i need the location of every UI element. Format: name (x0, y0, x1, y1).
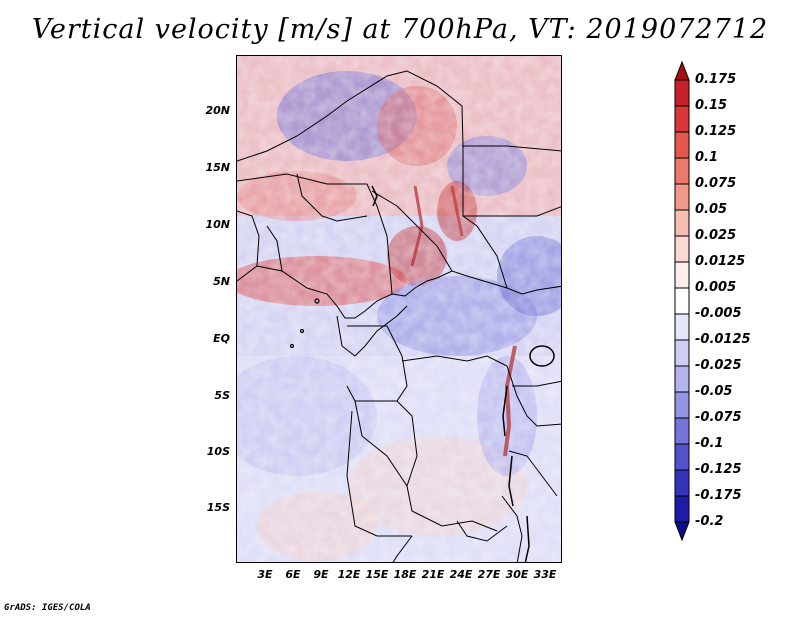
lakes (371, 185, 555, 562)
lon-tick-label: 3E (257, 568, 273, 581)
colorbar-segment (674, 209, 690, 237)
colorbar-tick-label: -0.2 (695, 514, 724, 529)
colorbar (674, 60, 690, 542)
colorbar-tick-label: -0.0125 (695, 332, 751, 347)
lat-tick-label: 10N (205, 218, 230, 231)
colorbar-tick-label: -0.025 (695, 358, 742, 373)
colorbar-segment (674, 313, 690, 341)
colorbar-segment (674, 287, 690, 315)
colorbar-tick-label: 0.025 (695, 228, 737, 243)
colorbar-tick-label: -0.075 (695, 410, 742, 425)
colorbar-segment (674, 79, 690, 107)
lat-tick-label: 5N (213, 275, 230, 288)
colorbar-segment (674, 495, 690, 523)
lat-tick-label: 15N (205, 161, 230, 174)
colorbar-tick-label: 0.125 (695, 124, 737, 139)
lon-tick-label: 21E (421, 568, 445, 581)
chart-title: Vertical velocity [m/s] at 700hPa, VT: 2… (31, 14, 769, 45)
map-panel (236, 55, 562, 563)
colorbar-segment (674, 339, 690, 367)
lat-tick-label: 5S (214, 389, 230, 402)
lon-tick-label: 18E (393, 568, 417, 581)
colorbar-tick-label: -0.125 (695, 462, 742, 477)
colorbar-segment (674, 131, 690, 159)
lon-tick-label: 27E (477, 568, 501, 581)
colorbar-tick-label: -0.05 (695, 384, 733, 399)
colorbar-tick-label: 0.175 (695, 72, 737, 87)
colorbar-tick-label: 0.0125 (695, 254, 746, 269)
colorbar-tick-label: -0.005 (695, 306, 742, 321)
colorbar-segment (674, 391, 690, 419)
lon-tick-label: 6E (285, 568, 301, 581)
colorbar-segment (674, 443, 690, 471)
lat-tick-label: 15S (206, 501, 230, 514)
lon-tick-label: 12E (337, 568, 361, 581)
lon-tick-label: 15E (365, 568, 389, 581)
colorbar-tick-label: 0.05 (695, 202, 728, 217)
colorbar-segment (674, 469, 690, 497)
colorbar-segment (674, 183, 690, 211)
colorbar-tick-label: 0.15 (695, 98, 728, 113)
colorbar-tick-label: -0.175 (695, 488, 742, 503)
lat-tick-label: 10S (206, 445, 230, 458)
lon-tick-label: 33E (533, 568, 557, 581)
colorbar-segment (674, 157, 690, 185)
country-borders (237, 70, 561, 562)
colorbar-segment (674, 235, 690, 263)
colorbar-tick-label: -0.1 (695, 436, 724, 451)
colorbar-segment (674, 261, 690, 289)
colorbar-tick-label: 0.1 (695, 150, 719, 165)
lon-tick-label: 9E (313, 568, 329, 581)
colorbar-max-arrow (674, 60, 690, 81)
colorbar-segment (674, 417, 690, 445)
colorbar-segment (674, 365, 690, 393)
lon-tick-label: 24E (449, 568, 473, 581)
grads-credit: GrADS: IGES/COLA (4, 603, 91, 613)
lon-tick-label: 30E (505, 568, 529, 581)
colorbar-segment (674, 105, 690, 133)
lat-tick-label: 20N (205, 104, 230, 117)
colorbar-min-arrow (674, 521, 690, 542)
velocity-field-map (237, 56, 561, 562)
colorbar-tick-label: 0.005 (695, 280, 737, 295)
colorbar-tick-label: 0.075 (695, 176, 737, 191)
lat-tick-label: EQ (213, 332, 230, 345)
